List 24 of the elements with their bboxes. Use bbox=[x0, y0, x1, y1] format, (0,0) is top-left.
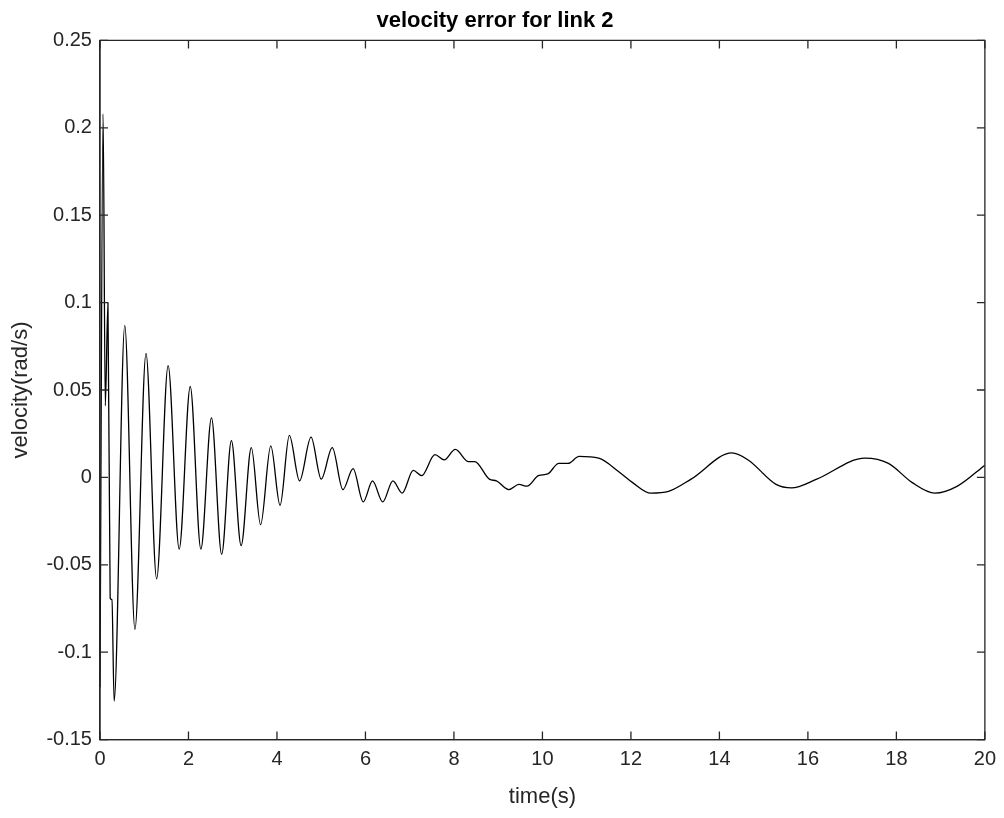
x-tick-label: 14 bbox=[708, 747, 731, 770]
x-tick-label: 10 bbox=[531, 747, 554, 770]
y-tick-label: -0.05 bbox=[46, 552, 92, 575]
y-tick-label: 0.2 bbox=[64, 115, 92, 138]
x-tick-label: 16 bbox=[796, 747, 820, 770]
x-tick-label: 18 bbox=[885, 747, 908, 770]
y-tick-label: 0.05 bbox=[53, 377, 92, 400]
chart-title: velocity error for link 2 bbox=[376, 7, 614, 33]
x-tick-label: 12 bbox=[619, 747, 643, 770]
y-axis-title: velocity(rad/s) bbox=[7, 321, 33, 459]
y-tick-label: 0.25 bbox=[53, 27, 92, 50]
x-tick-label: 6 bbox=[359, 747, 372, 770]
x-tick-label: 20 bbox=[973, 747, 996, 770]
y-tick-label: 0.1 bbox=[64, 290, 92, 313]
x-tick-label: 2 bbox=[182, 747, 195, 770]
x-tick-label: 0 bbox=[94, 747, 106, 770]
line-series bbox=[99, 113, 985, 702]
x-axis-title: time(s) bbox=[508, 782, 577, 808]
y-tick-label: -0.15 bbox=[46, 727, 92, 750]
x-tick-label: 8 bbox=[448, 747, 460, 770]
y-tick-label: 0 bbox=[80, 464, 92, 487]
y-tick-label: 0.15 bbox=[53, 202, 92, 225]
y-tick-label: -0.1 bbox=[57, 639, 92, 662]
x-tick-label: 4 bbox=[271, 747, 283, 770]
